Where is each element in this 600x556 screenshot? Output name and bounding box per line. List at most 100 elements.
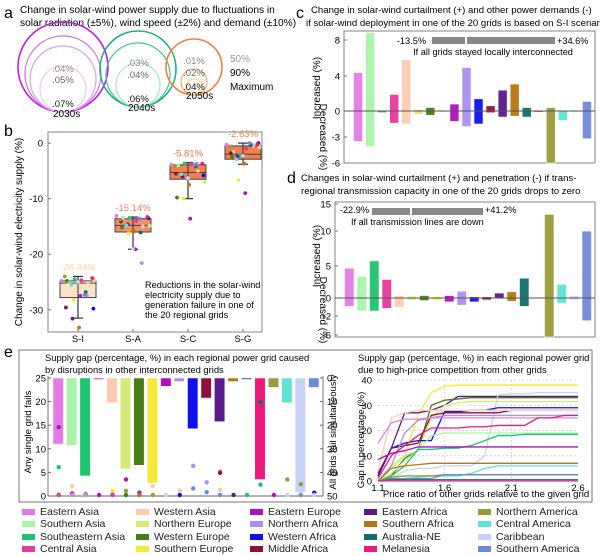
legend-item: Southern Europe: [136, 543, 250, 555]
panel-a-legend-max: Maximum: [230, 82, 273, 93]
y-tick-label-right: 40: [327, 468, 338, 479]
data-point: [182, 161, 187, 166]
legend-item: Central America: [478, 518, 592, 530]
legend-swatch: [22, 521, 35, 528]
data-point: [121, 215, 125, 220]
gap-dot: [83, 492, 88, 498]
legend-swatch: [136, 546, 149, 553]
hanging-bar-southern-america: [308, 377, 320, 388]
y-tick-label-left: 5: [41, 468, 46, 479]
data-point: [117, 217, 122, 222]
line-northern-africa: [377, 414, 578, 482]
panel-e-frame: [18, 349, 593, 503]
gap-dot: [204, 480, 209, 485]
data-point: [247, 141, 252, 146]
bar-northern-america: [545, 107, 556, 164]
data-point: [137, 216, 142, 221]
legend-label: Northern America: [496, 506, 578, 518]
data-point: [229, 151, 233, 156]
bar-eastern-europe: [449, 103, 460, 122]
y-tick-label: -3: [332, 133, 340, 144]
data-point: [192, 162, 197, 167]
value-label: .06%: [127, 94, 149, 105]
legend-item: Eastern Asia: [22, 506, 136, 518]
data-point: [86, 281, 90, 286]
legend-swatch: [478, 521, 491, 528]
x-tick-label: 2.1: [505, 483, 518, 494]
hanging-bar-southern-europe: [146, 377, 158, 484]
bar-southern-africa: [509, 83, 520, 117]
data-point: [201, 173, 206, 178]
legend-swatch: [364, 546, 377, 553]
data-point: [65, 278, 69, 283]
panel-a-group-label-2030s: 2030s: [53, 109, 80, 120]
gap-dot: [285, 492, 290, 498]
circle-2050s: [185, 78, 203, 96]
value-label: .04%: [52, 64, 74, 75]
bar-western-asia: [401, 59, 412, 125]
data-point: [236, 178, 241, 183]
value-label: .04%: [127, 70, 149, 81]
data-point: [145, 215, 150, 219]
y-tick-label: 5: [326, 262, 331, 273]
legend-item: Western Asia: [136, 506, 250, 518]
region-legend: Eastern Asia Western Asia Eastern Europe Ea…: [22, 506, 592, 555]
hanging-bar-caribbean: [294, 377, 306, 493]
panel-label-d: d: [287, 170, 296, 187]
gap-dot: [123, 477, 129, 482]
line-eastern-europe: [377, 446, 578, 461]
y-tick-label: 8: [335, 36, 340, 47]
legend-item: Southern Asia: [22, 518, 136, 530]
line-western-europe: [377, 397, 578, 482]
legend-label: Southeastern Asia: [40, 530, 126, 543]
line-southern-america: [377, 474, 578, 482]
summary-bar-positive: [412, 208, 483, 215]
data-point: [187, 182, 192, 187]
panel-label-b: b: [4, 123, 13, 140]
y-tick-label-right: 10: [327, 397, 338, 408]
bar-middle-africa: [485, 105, 496, 114]
panel-label-a: a: [4, 5, 13, 22]
gap-dot: [177, 488, 182, 493]
data-point: [120, 225, 124, 230]
hanging-bar-eastern-africa: [214, 377, 226, 422]
panel-d-ylabel-down: Decreased (%): [317, 277, 328, 344]
legend-item: Southeastern Asia: [22, 531, 136, 543]
legend-item: Northern Africa: [250, 518, 364, 530]
gap-dot: [56, 424, 61, 430]
data-point: [257, 145, 262, 150]
data-point: [131, 247, 135, 252]
gap-dot: [298, 492, 304, 498]
gap-dot: [69, 492, 75, 498]
bar-australia-ne: [519, 277, 530, 307]
panel-e-right-title-line-1: Supply gap (percentage, %) in each regio…: [358, 352, 589, 363]
data-point: [189, 162, 194, 167]
gap-dot: [285, 477, 290, 482]
panel-d-title-line-2: regional transmission capacity in one of…: [301, 186, 580, 197]
data-point: [230, 155, 234, 159]
gap-dot: [217, 470, 223, 476]
data-point: [82, 292, 87, 297]
legend-swatch: [250, 533, 263, 540]
gap-dot: [110, 488, 115, 494]
legend-item: Western Europe: [136, 531, 250, 543]
plot-frame: [334, 201, 596, 338]
median-label: -2.63%: [228, 129, 259, 140]
gap-dot: [217, 487, 223, 493]
value-label: .07%: [52, 99, 74, 110]
panel-c-summary-high: +34.6%: [557, 36, 588, 46]
gap-dot: [258, 482, 263, 487]
legend-label: Central Asia: [40, 542, 97, 555]
legend-label: Western Europe: [154, 530, 230, 543]
legend-item: Southern Africa: [364, 518, 478, 530]
legend-swatch: [136, 521, 149, 528]
panel-c: c Change in solar-wind curtailment (+) a…: [296, 5, 600, 170]
y-tick-label-right: 0: [327, 374, 332, 385]
gap-dot: [177, 492, 182, 498]
y-tick-label-right: 30: [327, 444, 338, 455]
line-australia-ne: [377, 479, 578, 482]
data-point: [196, 168, 200, 173]
legend-swatch: [22, 509, 35, 516]
panel-d-summary-high: +41.2%: [485, 205, 516, 215]
legend-item: Australia-NE: [364, 531, 478, 543]
